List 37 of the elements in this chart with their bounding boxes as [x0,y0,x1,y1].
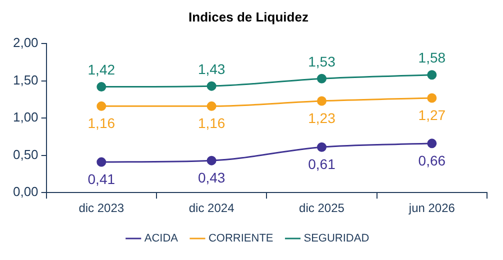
data-label: 1,16 [88,115,116,132]
point [206,156,216,166]
point [206,101,216,111]
data-label: 0,41 [88,170,116,187]
data-label: 1,43 [198,60,226,77]
legend-label: CORRIENTE [208,232,274,245]
data-label: 1,42 [88,62,116,78]
y-tick-label: 0,50 [12,146,38,162]
legend-label: ACIDA [144,232,179,245]
point [427,70,437,80]
y-tick-label: 0,00 [12,184,38,200]
point [96,82,106,92]
y-tick-label: 1,00 [12,110,38,125]
data-label: 0,66 [418,152,446,168]
data-label: 1,53 [308,53,336,70]
data-label: 0,61 [308,156,336,172]
point [427,138,437,148]
data-label: 1,58 [418,50,446,66]
y-tick-label: 2,00 [12,35,38,50]
x-tick-label: dic 2023 [78,201,124,216]
y-tick-label: 1,50 [12,72,38,88]
x-tick-label: dic 2024 [188,201,235,216]
x-tick-label: dic 2025 [299,201,345,216]
data-label: 1,16 [198,115,226,132]
point [96,101,106,111]
point [206,81,216,91]
point [316,96,326,106]
point [96,157,106,167]
x-tick-label: jun 2026 [408,201,456,216]
data-label: 1,23 [308,110,336,126]
point [427,93,437,103]
data-label: 0,43 [198,169,226,186]
chart-title: Indices de Liquidez [188,9,309,24]
point [316,74,326,84]
data-label: 1,27 [418,106,446,123]
point [316,142,326,152]
legend-label: SEGURIDAD [304,232,370,245]
